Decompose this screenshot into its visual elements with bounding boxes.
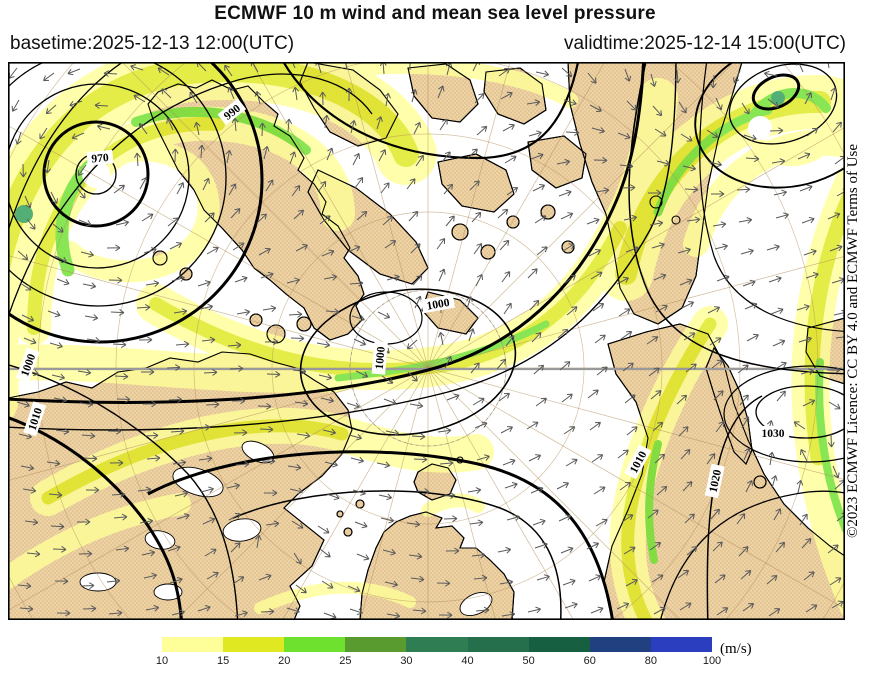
isobar-label: 1030 — [756, 426, 790, 440]
time-row: basetime:2025-12-13 12:00(UTC) validtime… — [10, 33, 846, 55]
svg-text:970: 970 — [91, 152, 109, 165]
legend-tick-label: 30 — [400, 655, 413, 667]
map-border — [8, 62, 845, 620]
legend-tick-label: 100 — [702, 655, 722, 667]
legend-tick-label: 10 — [155, 655, 169, 667]
svg-text:1000: 1000 — [426, 297, 451, 313]
legend-segment — [589, 637, 651, 652]
page-title: ECMWF 10 m wind and mean sea level press… — [214, 3, 656, 24]
legend-segment — [223, 637, 285, 652]
legend-tick-label: 80 — [644, 655, 657, 667]
basetime-label: basetime:2025-12-13 12:00(UTC) — [10, 33, 295, 54]
coastline-layer — [8, 62, 845, 620]
isobar-label: 1000 — [371, 341, 388, 375]
legend-tick-label: 40 — [461, 655, 474, 667]
svg-text:1020: 1020 — [708, 468, 725, 493]
legend-segment — [345, 637, 407, 652]
isobar-label: 1020 — [704, 463, 725, 499]
legend-tick-label: 50 — [522, 655, 535, 667]
legend-segment — [650, 637, 712, 652]
legend-color-bar — [162, 637, 712, 652]
legend-segment — [284, 637, 346, 652]
legend-segment — [162, 637, 224, 652]
svg-text:1000: 1000 — [374, 346, 388, 370]
isobar-label: 970 — [86, 149, 114, 166]
svg-text:1030: 1030 — [762, 428, 785, 440]
lakes-layer — [79, 440, 493, 617]
validtime-label: validtime:2025-12-14 15:00(UTC) — [564, 33, 846, 54]
wind-arrows-layer — [8, 62, 845, 620]
legend-tick-labels: 10 15 20 25 30 40 50 60 80 100 — [156, 655, 721, 671]
legend-tick-label: 15 — [216, 655, 230, 667]
copyright-vertical-text: ©2023 ECMWF Licence: CC BY 4.0 and ECMWF… — [845, 143, 861, 539]
legend-segment — [467, 637, 529, 652]
legend-tick-label: 20 — [278, 655, 291, 667]
wind-speed-legend: 10 15 20 25 30 40 50 60 80 100 (m/s) — [156, 637, 752, 675]
isobar-label: 1000 — [420, 294, 456, 314]
legend-segment — [406, 637, 468, 652]
legend-unit-label: (m/s) — [720, 641, 752, 657]
legend-tick-label: 25 — [339, 655, 352, 667]
map-figure: 970 990 1000 1000 1000 1010 1010 1020 1030 — [8, 62, 845, 620]
legend-segment — [528, 637, 590, 652]
legend-tick-label: 60 — [583, 655, 596, 667]
